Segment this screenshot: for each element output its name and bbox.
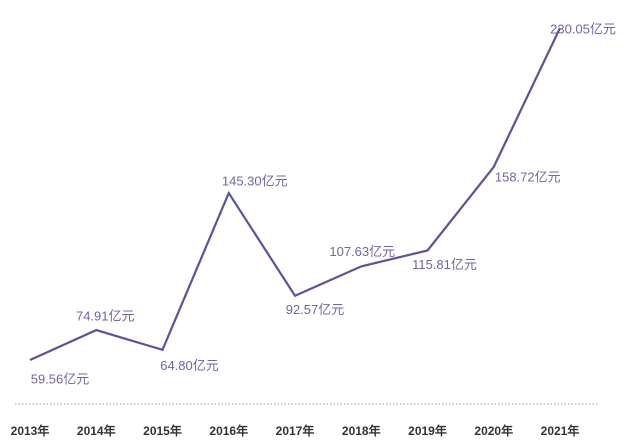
- value-label: 115.81亿元: [412, 257, 477, 272]
- value-label: 59.56亿元: [31, 371, 90, 386]
- x-tick-label: 2018年: [342, 423, 381, 438]
- value-label: 230.05亿元: [550, 21, 616, 36]
- value-label: 64.80亿元: [160, 358, 219, 373]
- value-label: 74.91亿元: [76, 309, 135, 324]
- line: [29, 27, 561, 362]
- value-label: 145.30亿元: [222, 173, 288, 188]
- x-tick-label: 2021年: [541, 423, 580, 438]
- x-tick-label: 2014年: [77, 423, 116, 438]
- x-tick-label: 2013年: [11, 423, 50, 438]
- x-tick-label: 2016年: [209, 423, 248, 438]
- x-tick-label: 2019年: [408, 423, 447, 438]
- value-label: 107.63亿元: [329, 244, 395, 259]
- x-tick-label: 2015年: [143, 423, 182, 438]
- x-tick-label: 2017年: [276, 423, 315, 438]
- x-tick-label: 2020年: [474, 423, 513, 438]
- value-label: 92.57亿元: [286, 302, 345, 317]
- value-label: 158.72亿元: [495, 169, 561, 184]
